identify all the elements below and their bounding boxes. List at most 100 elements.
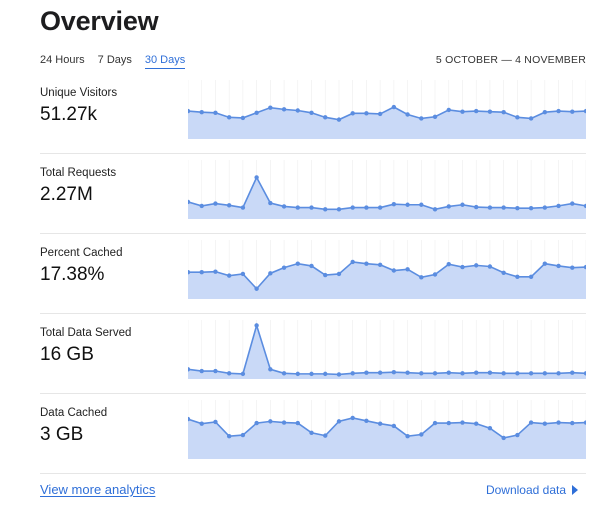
sparkline-point[interactable] bbox=[583, 264, 586, 270]
sparkline-point[interactable] bbox=[556, 108, 561, 114]
sparkline-point[interactable] bbox=[350, 415, 355, 421]
sparkline-point[interactable] bbox=[487, 264, 493, 269]
sparkline-point[interactable] bbox=[460, 420, 465, 425]
sparkline-point[interactable] bbox=[583, 420, 586, 425]
sparkline-point[interactable] bbox=[364, 111, 369, 116]
sparkline-point[interactable] bbox=[405, 112, 410, 117]
sparkline-point[interactable] bbox=[570, 370, 575, 375]
sparkline-point[interactable] bbox=[583, 108, 586, 114]
sparkline-point[interactable] bbox=[542, 371, 548, 376]
sparkline-point[interactable] bbox=[501, 270, 506, 275]
sparkline-point[interactable] bbox=[323, 115, 328, 120]
sparkline-point[interactable] bbox=[295, 205, 300, 210]
sparkline-point[interactable] bbox=[419, 371, 424, 376]
sparkline-point[interactable] bbox=[309, 430, 314, 435]
sparkline-point[interactable] bbox=[474, 421, 479, 426]
sparkline-point[interactable] bbox=[432, 207, 438, 212]
sparkline-point[interactable] bbox=[350, 259, 355, 265]
sparkline-point[interactable] bbox=[556, 420, 561, 425]
sparkline-point[interactable] bbox=[213, 269, 218, 274]
sparkline-point[interactable] bbox=[254, 286, 259, 291]
sparkline-point[interactable] bbox=[309, 110, 314, 115]
sparkline-point[interactable] bbox=[391, 268, 397, 273]
tab-7-days[interactable]: 7 Days bbox=[97, 54, 132, 66]
sparkline-point[interactable] bbox=[542, 205, 548, 210]
sparkline-point[interactable] bbox=[474, 370, 479, 375]
sparkline-point[interactable] bbox=[446, 370, 451, 375]
sparkline-point[interactable] bbox=[268, 105, 273, 110]
sparkline-point[interactable] bbox=[240, 115, 246, 121]
sparkline-point[interactable] bbox=[391, 104, 397, 110]
sparkline-point[interactable] bbox=[432, 371, 438, 376]
sparkline-point[interactable] bbox=[350, 111, 355, 116]
sparkline-point[interactable] bbox=[364, 370, 369, 375]
sparkline-point[interactable] bbox=[515, 205, 520, 211]
sparkline-point[interactable] bbox=[405, 370, 410, 375]
sparkline-point[interactable] bbox=[240, 371, 246, 377]
sparkline-point[interactable] bbox=[515, 274, 520, 279]
sparkline-point[interactable] bbox=[309, 205, 314, 210]
sparkline-point[interactable] bbox=[213, 419, 218, 425]
tab-24-hours[interactable]: 24 Hours bbox=[40, 54, 85, 66]
sparkline-point[interactable] bbox=[268, 419, 273, 424]
sparkline-point[interactable] bbox=[226, 203, 232, 208]
sparkline-point[interactable] bbox=[226, 371, 232, 376]
sparkline-point[interactable] bbox=[295, 420, 300, 426]
sparkline-point[interactable] bbox=[460, 264, 465, 270]
sparkline-point[interactable] bbox=[460, 371, 465, 376]
sparkline-point[interactable] bbox=[528, 371, 534, 376]
sparkline-point[interactable] bbox=[295, 371, 300, 377]
sparkline-point[interactable] bbox=[446, 420, 451, 426]
sparkline-point[interactable] bbox=[474, 263, 479, 268]
sparkline-point[interactable] bbox=[487, 370, 493, 375]
sparkline-point[interactable] bbox=[336, 207, 342, 212]
total-data-served-sparkline[interactable] bbox=[188, 320, 586, 380]
sparkline-point[interactable] bbox=[432, 114, 438, 119]
sparkline-point[interactable] bbox=[199, 368, 204, 374]
unique-visitors-sparkline[interactable] bbox=[188, 80, 586, 140]
sparkline-point[interactable] bbox=[226, 115, 232, 120]
sparkline-point[interactable] bbox=[295, 108, 300, 113]
sparkline-point[interactable] bbox=[188, 416, 191, 422]
sparkline-point[interactable] bbox=[240, 271, 246, 277]
sparkline-point[interactable] bbox=[364, 205, 369, 210]
sparkline-point[interactable] bbox=[528, 205, 534, 211]
sparkline-point[interactable] bbox=[323, 433, 328, 438]
sparkline-point[interactable] bbox=[254, 110, 259, 115]
sparkline-point[interactable] bbox=[226, 434, 232, 439]
sparkline-point[interactable] bbox=[199, 110, 204, 115]
sparkline-point[interactable] bbox=[281, 204, 287, 209]
sparkline-point[interactable] bbox=[350, 371, 355, 376]
sparkline-point[interactable] bbox=[405, 267, 410, 272]
sparkline-point[interactable] bbox=[377, 421, 383, 426]
sparkline-point[interactable] bbox=[419, 275, 424, 280]
sparkline-point[interactable] bbox=[419, 116, 424, 121]
sparkline-point[interactable] bbox=[213, 201, 218, 206]
sparkline-point[interactable] bbox=[336, 117, 342, 122]
sparkline-point[interactable] bbox=[432, 272, 438, 277]
sparkline-point[interactable] bbox=[528, 116, 534, 121]
sparkline-point[interactable] bbox=[350, 205, 355, 210]
sparkline-point[interactable] bbox=[323, 207, 328, 212]
sparkline-point[interactable] bbox=[542, 110, 548, 115]
sparkline-point[interactable] bbox=[281, 371, 287, 376]
sparkline-point[interactable] bbox=[460, 109, 465, 114]
sparkline-point[interactable] bbox=[199, 270, 204, 275]
sparkline-point[interactable] bbox=[240, 432, 246, 438]
sparkline-point[interactable] bbox=[309, 371, 314, 377]
sparkline-point[interactable] bbox=[226, 273, 232, 278]
sparkline-point[interactable] bbox=[213, 110, 218, 115]
sparkline-point[interactable] bbox=[501, 435, 506, 441]
sparkline-point[interactable] bbox=[556, 203, 561, 209]
sparkline-point[interactable] bbox=[254, 175, 259, 180]
sparkline-point[interactable] bbox=[199, 421, 204, 426]
sparkline-point[interactable] bbox=[364, 418, 369, 424]
sparkline-point[interactable] bbox=[188, 270, 191, 275]
sparkline-point[interactable] bbox=[336, 271, 342, 277]
sparkline-point[interactable] bbox=[336, 419, 342, 424]
sparkline-point[interactable] bbox=[501, 205, 506, 210]
sparkline-point[interactable] bbox=[446, 262, 451, 267]
sparkline-point[interactable] bbox=[281, 420, 287, 425]
sparkline-point[interactable] bbox=[528, 420, 534, 425]
sparkline-point[interactable] bbox=[377, 111, 383, 117]
